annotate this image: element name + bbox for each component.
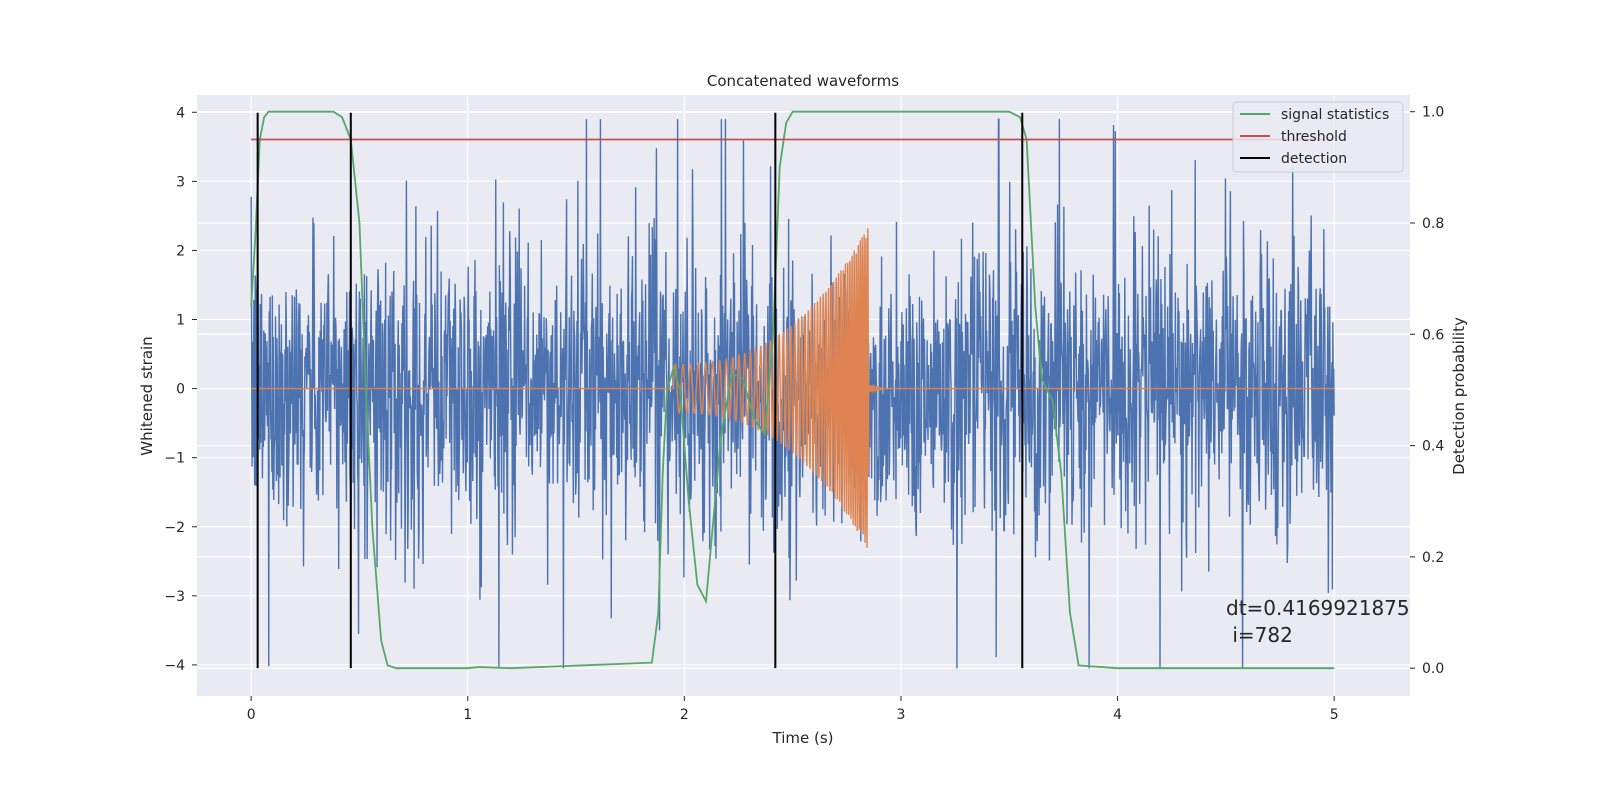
legend-label-detection: detection: [1281, 151, 1347, 167]
x-axis-ticks: 0 1 2 3 4 5: [247, 696, 1339, 723]
x-tick-label: 1: [463, 707, 472, 723]
annotation-i: i=782: [1226, 623, 1293, 647]
y-tick-label-right: 0.6: [1422, 327, 1444, 343]
y-axis-label-left: Whitened strain: [138, 336, 156, 455]
x-tick-label: 5: [1330, 707, 1339, 723]
y-axis-right-ticks: 1.0 0.8 0.6 0.4 0.2 0.0: [1410, 105, 1444, 677]
y-tick-label-right: 0.2: [1422, 550, 1444, 566]
y-tick-label-right: 0.8: [1422, 216, 1444, 232]
x-tick-label: 4: [1113, 707, 1122, 723]
series-strain-line: [250, 118, 1335, 669]
x-tick-label: 3: [897, 707, 906, 723]
y-tick-label-right: 0.0: [1422, 661, 1444, 677]
y-tick-label-left: −1: [164, 451, 185, 467]
legend-label-threshold: threshold: [1281, 129, 1347, 145]
y-tick-label-left: −3: [164, 589, 185, 605]
y-tick-label-right: 1.0: [1422, 105, 1444, 121]
y-axis-label-right: Detection probability: [1450, 317, 1468, 475]
x-tick-label: 2: [680, 707, 689, 723]
y-tick-label-left: 2: [176, 243, 185, 259]
y-tick-label-left: 1: [176, 313, 185, 329]
y-tick-label-left: 4: [176, 105, 185, 121]
y-tick-label-left: 0: [176, 382, 185, 398]
y-tick-label-right: 0.4: [1422, 439, 1444, 455]
legend-label-signal-statistics: signal statistics: [1281, 107, 1389, 123]
legend: signal statistics threshold detection: [1232, 101, 1404, 173]
chart-title: Concatenated waveforms: [707, 72, 899, 90]
y-tick-label-left: −4: [164, 658, 185, 674]
annotation-dt: dt=0.4169921875: [1226, 596, 1410, 620]
y-tick-label-left: −2: [164, 520, 185, 536]
x-tick-label: 0: [247, 707, 256, 723]
y-axis-left-ticks: 4 3 2 1 0 −1 −2 −3 −4: [164, 105, 197, 674]
legend-box: [1232, 101, 1404, 173]
x-axis-label: Time (s): [772, 729, 834, 747]
data-layer: [250, 110, 1335, 670]
y-tick-label-left: 3: [176, 174, 185, 190]
series-signal-statistics-line: [250, 110, 1335, 670]
series-chirp-line: [251, 228, 1335, 548]
